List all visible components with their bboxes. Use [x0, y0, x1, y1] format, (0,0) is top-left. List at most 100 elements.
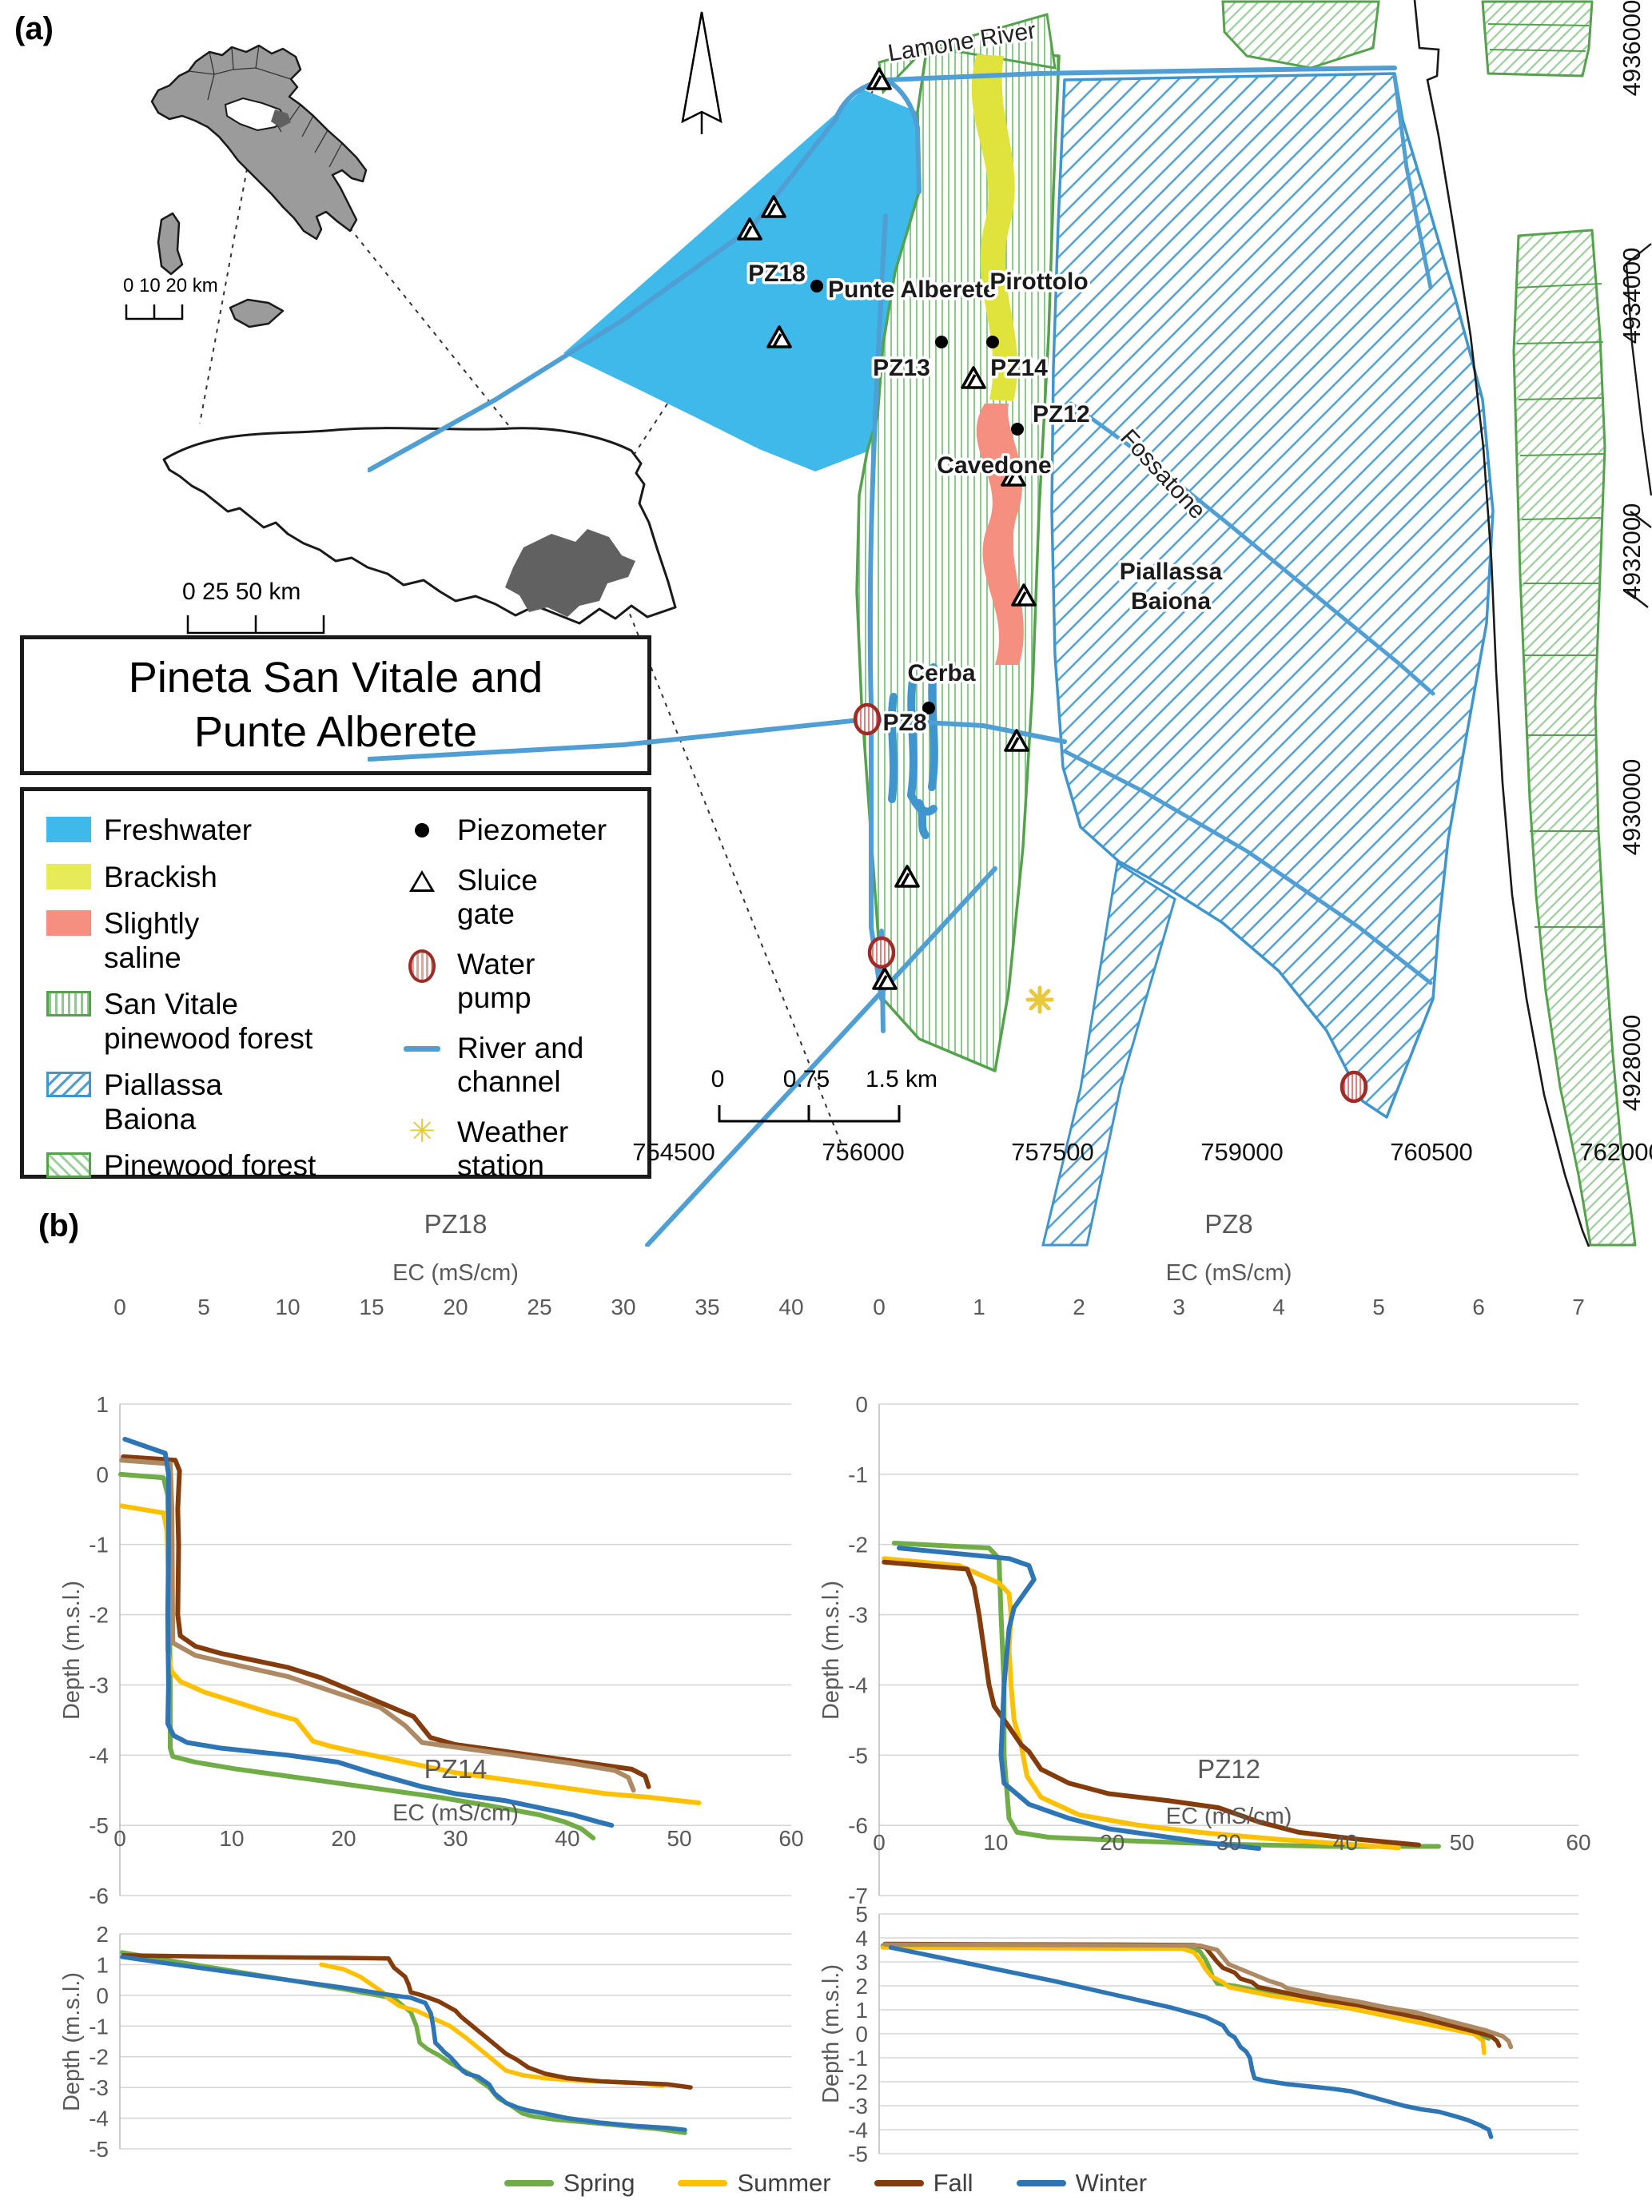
y-tick-label: -1 — [848, 2046, 868, 2071]
y-tick-label: 1 — [855, 1998, 868, 2023]
y-tick-label: -3 — [89, 2075, 109, 2100]
panel-b-label: (b) — [38, 1208, 80, 1243]
legend-item-water-pump: Water pump — [400, 948, 639, 1016]
legend-item-piallassa: Piallassa Baiona — [46, 1068, 358, 1136]
y-tick-label: 2 — [96, 1922, 109, 1947]
map-title-box: Pineta San Vitale and Punte Alberete — [20, 635, 651, 775]
y-tick-label: -2 — [89, 1603, 109, 1628]
y-tick-label: -1 — [89, 2014, 109, 2039]
x-tick-label: 6 — [1472, 1295, 1485, 1319]
winter-line-swatch — [1016, 2180, 1066, 2186]
svg-text:4932000: 4932000 — [1618, 503, 1646, 600]
svg-text:4934000: 4934000 — [1618, 248, 1646, 344]
italy-scale-label: 0 10 20 km — [123, 275, 218, 296]
main-map: Lamone River PZ18 Punte Alberete Pirotto… — [368, 0, 1652, 1247]
map-title-line1: Pineta San Vitale and — [128, 654, 543, 702]
brackish-swatch — [46, 863, 91, 889]
y-tick-label: 1 — [96, 1952, 109, 1977]
chart-pz12: PZ12 EC (mS/cm) Depth (m.s.l.) 0 10 20 30 40… — [818, 1730, 1638, 2190]
y-tick-label: -1 — [89, 1533, 109, 1558]
x-tick-label: 0 — [873, 1295, 886, 1319]
sluice-gate-icon — [400, 865, 444, 892]
x-tick-label: 20 — [1100, 1830, 1125, 1855]
y-tick-label: -3 — [89, 1673, 109, 1697]
piezometer-icon — [400, 815, 444, 837]
svg-text:4928000: 4928000 — [1618, 1015, 1646, 1112]
pz13-label: PZ13 — [873, 355, 930, 381]
y-tick-label: -2 — [848, 1533, 868, 1558]
fall-line-swatch — [874, 2180, 924, 2186]
coastline — [1413, 0, 1590, 1247]
water-pumps — [853, 702, 1368, 1104]
chart-pz12-xlabel: EC (mS/cm) — [1165, 1804, 1292, 1829]
coastal-pinewood — [1481, 0, 1637, 1247]
map-scale-bar: 0 0.75 1.5 km — [711, 1066, 937, 1123]
pinewood-top-centre — [1221, 0, 1380, 70]
x-tick-label: 2 — [1073, 1295, 1085, 1319]
chart-pz8-xlabel: EC (mS/cm) — [1165, 1260, 1292, 1286]
coastal-parcel-lines — [1487, 23, 1605, 928]
x-tick-label: 30 — [443, 1826, 468, 1851]
region-scale-label: 0 25 50 km — [182, 579, 301, 605]
legend-item-freshwater: Freshwater — [46, 814, 358, 848]
map-y-axis: 4936000 4934000 4932000 4930000 4928000 — [1618, 0, 1646, 1111]
region-scale-bar — [186, 615, 325, 635]
water-pump-icon — [400, 949, 444, 983]
x-tick-label: 60 — [1566, 1830, 1590, 1855]
x-tick-label: 10 — [983, 1830, 1008, 1855]
series-fall — [121, 1953, 693, 2090]
x-tick-label: 4 — [1272, 1295, 1285, 1319]
y-tick-label: 1 — [96, 1392, 109, 1417]
map-legend-box: Freshwater Brackish Slightly saline San … — [20, 787, 651, 1182]
y-tick-label: -4 — [848, 1673, 868, 1697]
y-tick-label: 4 — [855, 1926, 868, 1951]
x-tick-label: 0 — [113, 1295, 126, 1319]
legend-item-river-channel: River and channel — [400, 1032, 639, 1100]
y-tick-label: -4 — [89, 2107, 109, 2131]
chart-pz8-title: PZ8 — [1204, 1209, 1253, 1239]
series-winter — [888, 1945, 1494, 2139]
series-spring — [891, 1541, 1441, 1849]
legend-item-pinewood: Pinewood forest — [46, 1149, 358, 1184]
cavedone-label: Cavedone — [937, 452, 1051, 479]
sardinia — [157, 212, 184, 276]
x-tick-label: 60 — [778, 1826, 803, 1851]
panel-a-label: (a) — [14, 11, 54, 46]
series-spring — [880, 1943, 1491, 2041]
legend-item-brackish: Brackish — [46, 861, 358, 895]
weather-station-symbol — [1025, 985, 1054, 1014]
y-tick-label: -2 — [89, 2045, 109, 2070]
summer-line-swatch — [678, 2180, 728, 2186]
chart-pz18-xlabel: EC (mS/cm) — [392, 1260, 519, 1286]
x-tick-label: 20 — [331, 1826, 356, 1851]
cerba-label: Cerba — [907, 660, 975, 686]
piezometer-dots — [810, 280, 1024, 714]
san-vitale-swatch — [46, 991, 91, 1017]
y-tick-label: -1 — [848, 1462, 868, 1487]
x-tick-label: 10 — [219, 1826, 244, 1851]
series-fall-second-profile- — [882, 1942, 1514, 2050]
x-tick-label: 5 — [1372, 1295, 1385, 1319]
y-tick-label: -4 — [89, 1743, 109, 1768]
chart-pz14: PZ14 EC (mS/cm) Depth (m.s.l.) 0 10 20 30 40… — [48, 1730, 839, 2190]
river-channel-icon — [400, 1033, 444, 1052]
x-tick-label: 25 — [527, 1295, 551, 1319]
y-tick-label: -5 — [89, 1813, 109, 1838]
x-tick-label: 50 — [1450, 1830, 1475, 1855]
y-tick-label: -3 — [848, 2094, 868, 2119]
piallassa-southwest-arm — [1041, 861, 1176, 1247]
pz8-label: PZ8 — [882, 710, 926, 736]
italy-inset-map: 0 10 20 km — [123, 44, 368, 328]
x-tick-label: 40 — [1333, 1830, 1358, 1855]
chart-pz14-ylabel: Depth (m.s.l.) — [59, 1971, 85, 2112]
freshwater-area — [563, 90, 919, 471]
chart-pz8-plot: 0 1 2 3 4 5 6 7 0 -1 -2 -3 -4 -5 -6 -7 — [848, 1295, 1585, 1908]
svg-text:754500: 754500 — [632, 1138, 715, 1166]
x-tick-label: 0 — [873, 1830, 886, 1855]
x-tick-label: 30 — [1216, 1830, 1241, 1855]
pinewood-swatch — [46, 1152, 91, 1179]
